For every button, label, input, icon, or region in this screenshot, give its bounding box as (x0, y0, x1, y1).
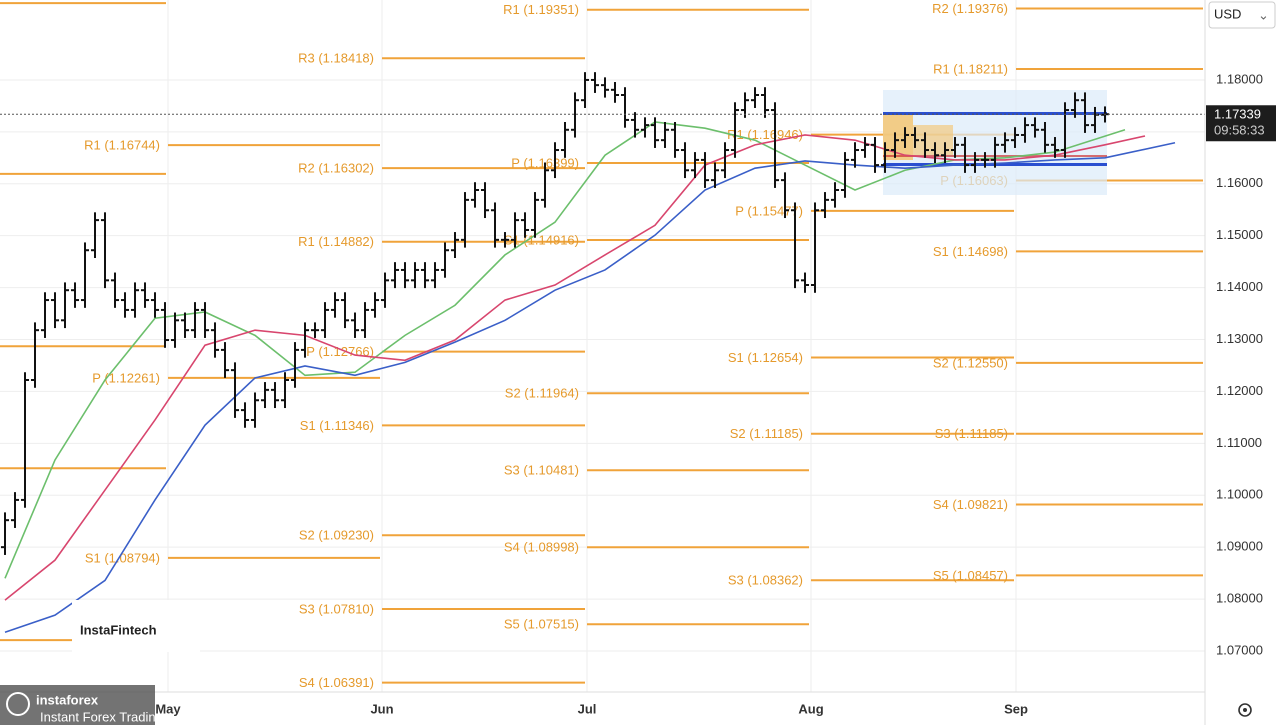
moving-average (4, 141, 1176, 634)
pivot-label: R1 (1.16744) (84, 138, 160, 153)
pivot-label: R3 (1.18418) (298, 51, 374, 66)
profile-bars (883, 112, 913, 160)
pivot-label: R2 (1.19376) (932, 1, 1008, 16)
watermark-box (72, 600, 200, 652)
brand-tagline: Instant Forex Trading (40, 709, 163, 724)
settings-icon-core[interactable] (1243, 708, 1247, 712)
pivot-label: S4 (1.08998) (504, 540, 579, 555)
pivot-label: S5 (1.08457) (933, 568, 1008, 583)
pivot-label: S1 (1.12654) (728, 350, 803, 365)
last-price: 1.17339 (1214, 107, 1261, 122)
pivot-levels: R1 (1.16744)P (1.12261)S1 (1.08794)R3 (1… (0, 1, 1203, 690)
pivot-label: S3 (1.10481) (504, 463, 579, 478)
y-tick-label: 1.12000 (1216, 383, 1263, 398)
pivot-label: R2 (1.16302) (298, 161, 374, 176)
x-tick-label: Jul (578, 701, 597, 716)
brand-logo (6, 692, 30, 716)
x-tick-label: Sep (1004, 701, 1028, 716)
y-tick-label: 1.07000 (1216, 642, 1263, 657)
y-tick-label: 1.16000 (1216, 175, 1263, 190)
y-tick-label: 1.14000 (1216, 279, 1263, 294)
pivot-label: S2 (1.11185) (730, 426, 803, 441)
y-tick-label: 1.09000 (1216, 539, 1263, 554)
moving-average (4, 134, 1146, 601)
y-tick-label: 1.18000 (1216, 71, 1263, 86)
price-bars (1, 72, 1109, 555)
pivot-label: S5 (1.07515) (504, 617, 579, 632)
pivot-label: S2 (1.12550) (933, 355, 1008, 370)
plot-area: R1 (1.16744)P (1.12261)S1 (1.08794)R3 (1… (0, 1, 1205, 690)
x-tick-label: May (155, 701, 181, 716)
settings-icon[interactable] (1238, 703, 1252, 717)
pivot-label: P (1.12766) (306, 344, 374, 359)
pivot-label: S2 (1.11964) (505, 386, 579, 401)
currency-caret[interactable]: ⌄ (1258, 7, 1269, 22)
y-tick-label: 1.10000 (1216, 487, 1263, 502)
pivot-label: S1 (1.11346) (300, 418, 374, 433)
profile-line (883, 112, 1107, 115)
y-tick-label: 1.13000 (1216, 331, 1263, 346)
x-tick-label: Jun (370, 701, 393, 716)
pivot-label: R1 (1.14882) (298, 234, 374, 249)
y-tick-label: 1.11000 (1216, 435, 1262, 450)
y-tick-label: 1.08000 (1216, 591, 1263, 606)
pivot-label: S4 (1.09821) (933, 497, 1008, 512)
pivot-label: S2 (1.09230) (299, 528, 374, 543)
pivot-label: S3 (1.11185) (935, 426, 1008, 441)
pivot-label: S1 (1.14698) (933, 244, 1008, 259)
pivot-label: S1 (1.08794) (85, 550, 160, 565)
price-tag (1206, 105, 1276, 142)
pivot-label: R1 (1.19351) (503, 2, 579, 17)
currency-button[interactable] (1208, 1, 1276, 29)
brand-box (0, 685, 155, 725)
pivot-label: R1 (1.16946) (727, 127, 803, 142)
x-axis: May Jun Jul Aug Sep (155, 701, 1028, 716)
y-tick-label: 1.15000 (1216, 227, 1263, 242)
pivot-label: R1 (1.18211) (933, 61, 1008, 76)
pivot-label: S3 (1.07810) (299, 601, 374, 616)
currency[interactable]: USD (1214, 6, 1241, 21)
countdown: 09:58:33 (1214, 122, 1265, 137)
pivot-label: S4 (1.06391) (299, 675, 374, 690)
watermark: InstaFintech (80, 622, 157, 637)
pivot-label: S3 (1.08362) (728, 573, 803, 588)
brand-name: instaforex (36, 692, 99, 707)
moving-averages (4, 121, 1176, 634)
pivot-label: P (1.15477) (735, 203, 803, 218)
x-tick-label: Aug (798, 701, 823, 716)
